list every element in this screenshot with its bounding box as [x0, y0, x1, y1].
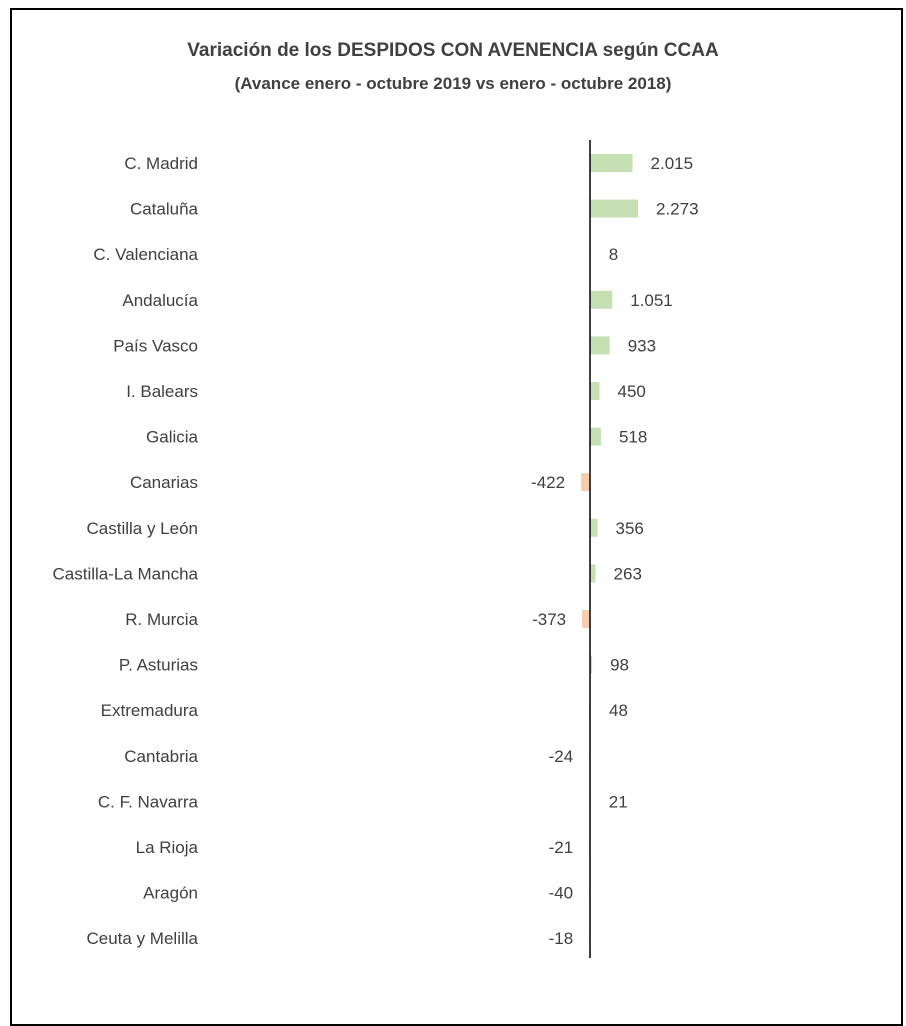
category-label: Cantabria — [124, 747, 198, 766]
value-labels: 2.015 2.273 8 1.051 933 450 518 -422 356 263 -373 9… — [531, 154, 698, 948]
category-label: País Vasco — [113, 336, 198, 355]
chart-title: Variación de los DESPIDOS CON AVENENCIA … — [187, 40, 719, 61]
bar — [590, 336, 610, 355]
bar — [582, 610, 590, 628]
data-label: -24 — [549, 747, 574, 766]
category-label: Extremadura — [101, 701, 199, 720]
data-label: 8 — [609, 245, 618, 264]
category-label: Castilla y León — [86, 519, 198, 538]
bar — [581, 473, 590, 492]
data-label: -422 — [531, 473, 565, 492]
bar — [590, 382, 600, 400]
category-label: Cataluña — [130, 200, 199, 219]
data-label: -18 — [549, 929, 574, 948]
bar — [590, 427, 601, 446]
category-label: Aragón — [143, 884, 198, 903]
data-label: 98 — [610, 656, 629, 675]
category-label: C. F. Navarra — [98, 792, 199, 811]
category-labels: C. Madrid Cataluña C. Valenciana Andalucía P… — [52, 154, 198, 948]
chart-subtitle: (Avance enero - octubre 2019 vs enero - … — [234, 74, 672, 93]
bar — [590, 199, 638, 218]
bar — [590, 290, 613, 309]
category-label: Castilla-La Mancha — [52, 564, 198, 583]
bar — [590, 564, 596, 583]
category-label: Ceuta y Melilla — [87, 929, 199, 948]
data-label: 263 — [614, 564, 642, 583]
category-label: C. Valenciana — [93, 245, 198, 264]
data-label: -373 — [532, 610, 566, 629]
category-label: Andalucía — [122, 291, 198, 310]
bar — [590, 655, 593, 674]
category-label: I. Balears — [126, 382, 198, 401]
category-label: P. Asturias — [119, 656, 198, 675]
data-label: 518 — [619, 428, 647, 447]
category-label: La Rioja — [136, 838, 199, 857]
category-label: Galicia — [146, 428, 199, 447]
data-label: -40 — [549, 884, 574, 903]
data-label: 48 — [609, 701, 628, 720]
category-label: C. Madrid — [124, 154, 198, 173]
data-label: 356 — [616, 519, 644, 538]
bar — [590, 518, 598, 537]
data-label: 450 — [618, 382, 646, 401]
category-label: Canarias — [130, 473, 198, 492]
category-label: R. Murcia — [125, 610, 198, 629]
data-label: 21 — [609, 792, 628, 811]
chart-frame — [10, 8, 903, 1026]
bar — [590, 154, 633, 172]
data-label: 2.273 — [656, 200, 699, 219]
data-label: 2.015 — [651, 154, 694, 173]
data-label: -21 — [549, 838, 574, 857]
data-label: 1.051 — [630, 291, 673, 310]
data-label: 933 — [628, 336, 656, 355]
